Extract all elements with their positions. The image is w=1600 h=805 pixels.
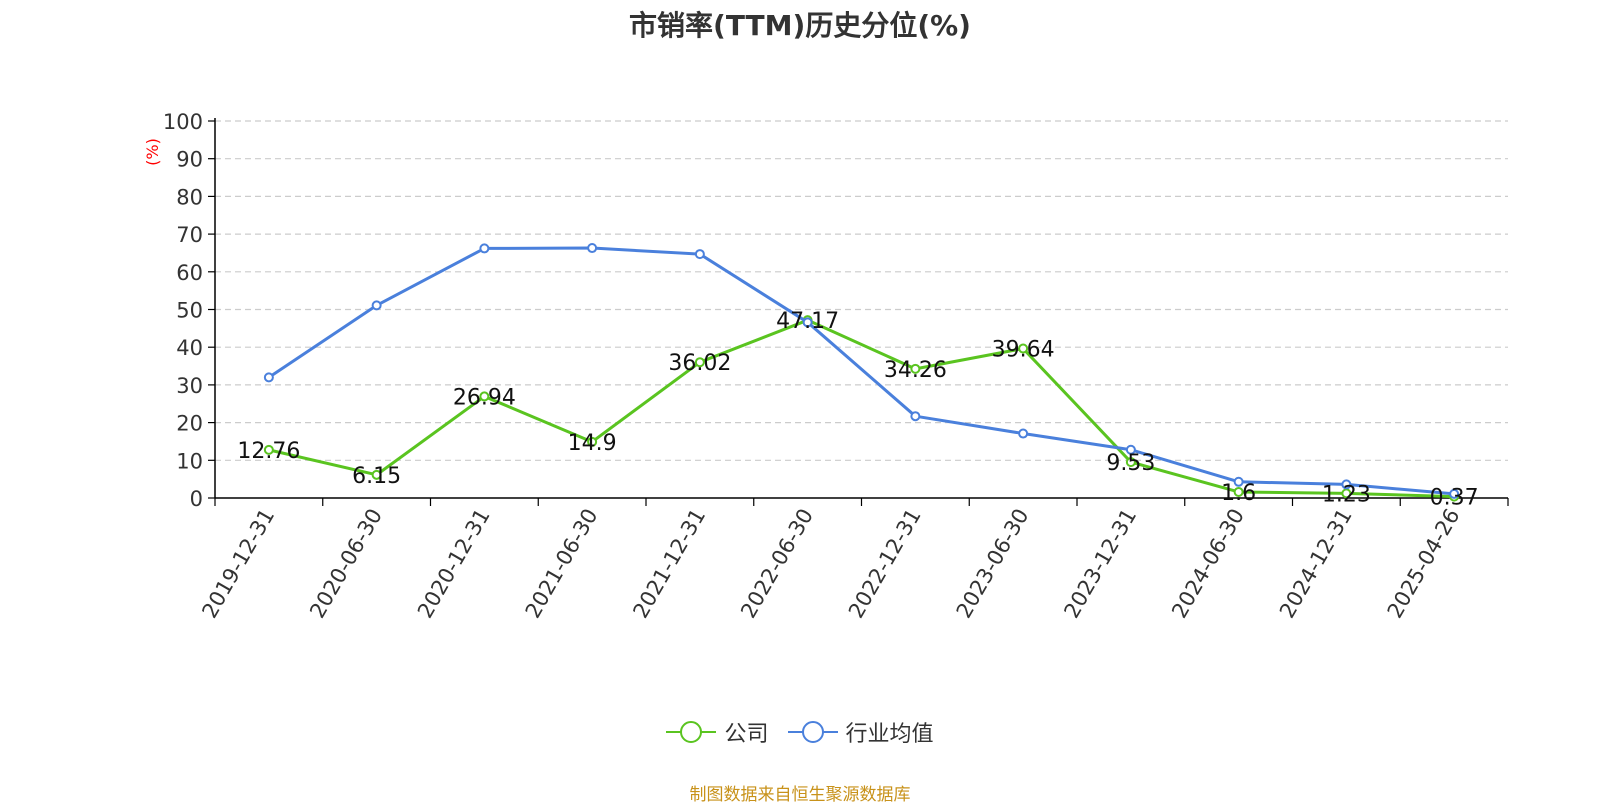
- data-label: 0.37: [1430, 486, 1479, 511]
- data-point[interactable]: [1125, 444, 1136, 455]
- data-point[interactable]: [1233, 476, 1244, 487]
- data-point[interactable]: [587, 436, 598, 447]
- data-point[interactable]: [694, 357, 705, 368]
- x-tick-label: 2025-04-26: [1383, 505, 1465, 623]
- data-point[interactable]: [1018, 428, 1029, 439]
- data-label: 36.02: [668, 351, 731, 376]
- data-point[interactable]: [802, 317, 813, 328]
- data-label: 9.53: [1106, 451, 1155, 476]
- data-labels: 12.76 6.15 26.94 14.9 36.02 47.17 34.26 39.64 9.…: [237, 309, 1478, 510]
- data-point[interactable]: [263, 444, 274, 455]
- y-tick-label: 70: [176, 223, 203, 247]
- data-point[interactable]: [587, 243, 598, 254]
- series-line-company: [268, 318, 1455, 499]
- data-point[interactable]: [694, 249, 705, 260]
- x-tick-label: 2020-06-30: [305, 505, 387, 623]
- axes: 0 10 20 30 40 50 60 70 80 90 100 2019-12-31 2020-06-…: [163, 110, 1509, 623]
- data-point[interactable]: [910, 363, 921, 374]
- x-tick-label: 2022-06-30: [736, 505, 818, 623]
- legend-label-industry: 行业均值: [845, 722, 934, 747]
- data-label: 12.76: [237, 439, 300, 464]
- data-point[interactable]: [1341, 479, 1352, 490]
- y-tick-label: 90: [176, 148, 203, 172]
- y-tick-label: 20: [176, 412, 203, 436]
- data-point[interactable]: [1449, 488, 1460, 499]
- data-point[interactable]: [1233, 486, 1244, 497]
- y-tick-label: 40: [176, 336, 203, 360]
- y-tick-label: 30: [176, 374, 203, 398]
- data-label: 1.6: [1221, 481, 1256, 506]
- data-label: 39.64: [992, 338, 1055, 363]
- y-tick-label: 0: [190, 487, 203, 511]
- data-point[interactable]: [1125, 457, 1136, 468]
- x-tick-label: 2021-06-30: [521, 505, 603, 623]
- data-label: 1.23: [1322, 482, 1371, 507]
- data-label: 6.15: [352, 464, 401, 489]
- data-point[interactable]: [1018, 343, 1029, 354]
- data-point[interactable]: [910, 411, 921, 422]
- grid-lines: [215, 120, 1508, 461]
- x-tick-label: 2019-12-31: [197, 505, 279, 623]
- data-label: 26.94: [453, 385, 516, 410]
- legend-marker-icon: [787, 720, 838, 744]
- legend-item-industry[interactable]: 行业均值: [787, 716, 934, 748]
- data-label: 14.9: [568, 431, 617, 456]
- x-tick-label: 2024-12-31: [1275, 505, 1357, 623]
- legend-item-company[interactable]: 公司: [666, 716, 769, 748]
- series-line-industry: [268, 246, 1455, 496]
- x-tick-label: 2023-06-30: [952, 505, 1034, 623]
- y-tick-label: 50: [176, 299, 203, 323]
- data-point[interactable]: [479, 391, 490, 402]
- x-tick-label: 2021-12-31: [628, 505, 710, 623]
- y-tick-label: 60: [176, 261, 203, 285]
- legend-marker-icon: [666, 720, 717, 744]
- x-tick-label: 2023-12-31: [1059, 505, 1141, 623]
- legend-label-company: 公司: [724, 722, 769, 747]
- chart-title: 市销率(TTM)历史分位(%): [629, 9, 971, 42]
- y-tick-label: 100: [163, 110, 203, 134]
- data-point[interactable]: [479, 243, 490, 254]
- data-point[interactable]: [371, 469, 382, 480]
- y-tick-label: 10: [176, 449, 203, 473]
- series: [263, 243, 1460, 502]
- x-tick-label: 2024-06-30: [1167, 505, 1249, 623]
- x-tick-label: 2020-12-31: [413, 505, 495, 623]
- data-point[interactable]: [371, 300, 382, 311]
- source-note: 制图数据来自恒生聚源数据库: [689, 785, 911, 805]
- x-tick-label: 2022-12-31: [844, 505, 926, 623]
- data-label: 34.26: [884, 358, 947, 383]
- data-point[interactable]: [263, 372, 274, 383]
- y-axis-unit-label: (%): [143, 138, 162, 166]
- data-label: 47.17: [776, 309, 839, 334]
- legend: 公司 行业均值: [0, 716, 1600, 750]
- y-tick-label: 80: [176, 185, 203, 209]
